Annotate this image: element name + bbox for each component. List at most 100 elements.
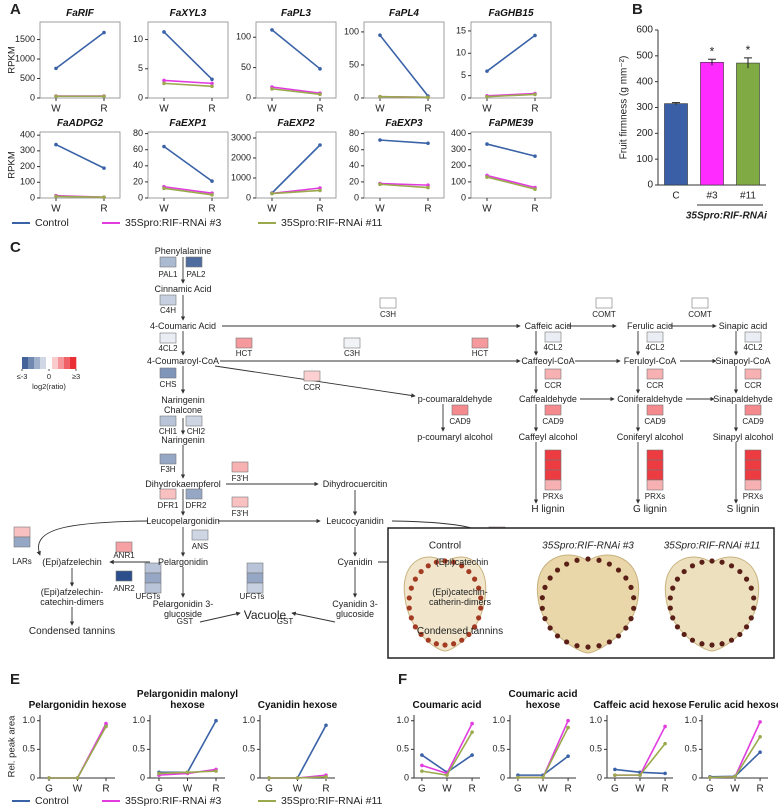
- enzyme-cell: [144, 582, 162, 594]
- y-tick-label: 300: [451, 144, 466, 154]
- y-tick-label: 0: [30, 92, 35, 102]
- enzyme-label: PAL2: [187, 270, 207, 279]
- enzyme-cell: [744, 404, 762, 416]
- data-point: [445, 773, 449, 777]
- data-point: [420, 769, 424, 773]
- data-point: [613, 773, 617, 777]
- achene: [751, 605, 757, 611]
- data-point: [54, 66, 58, 71]
- compound-label: Naringenin: [161, 435, 205, 445]
- compound-label: Condensed tannins: [28, 626, 116, 637]
- series-line: [163, 82, 213, 88]
- data-point: [54, 194, 58, 199]
- compound-label: Feruloyl-CoA: [623, 356, 677, 366]
- data-point: [533, 154, 537, 158]
- panel-label: A: [10, 1, 21, 18]
- achene: [574, 557, 580, 563]
- x-tick-label: W: [51, 204, 61, 215]
- enzyme-cell: [115, 570, 133, 582]
- data-point: [378, 94, 382, 99]
- enzyme-cell: [144, 572, 162, 584]
- compound-label: (Epi)catechin-catherin-dimers: [428, 587, 492, 607]
- enzyme-cell: [191, 529, 209, 541]
- data-point: [318, 143, 322, 147]
- enzyme-label: DFR2: [186, 501, 207, 510]
- achene: [459, 637, 465, 643]
- compartment-label: Vacuole: [243, 608, 287, 622]
- data-point: [318, 188, 322, 193]
- x-tick-label: R: [208, 104, 215, 115]
- achene: [606, 639, 612, 645]
- plot-frame: [255, 21, 337, 99]
- data-point: [426, 141, 430, 146]
- enzyme-label: CCR: [544, 381, 562, 390]
- data-point: [485, 175, 489, 179]
- colorbar-cell: [58, 357, 65, 369]
- enzyme-cell: [159, 256, 177, 268]
- achene: [459, 563, 465, 569]
- data-point: [541, 775, 545, 780]
- series-line: [49, 723, 107, 779]
- achene: [631, 605, 637, 611]
- data-point: [470, 721, 474, 726]
- enzyme-cell: [471, 337, 489, 349]
- achene: [743, 624, 750, 630]
- achene: [709, 558, 715, 564]
- achene: [547, 575, 553, 581]
- data-point: [566, 718, 570, 723]
- achene: [564, 639, 570, 645]
- pathway-arrow: [199, 611, 241, 623]
- y-tick-label: 0: [597, 772, 602, 782]
- data-point: [214, 769, 218, 773]
- y-tick-label: 2000: [231, 152, 251, 162]
- compound-label: Sinapyl alcohol: [712, 432, 774, 442]
- compound-label: Caffeoyl-CoA: [521, 356, 575, 366]
- y-tick-label: 0: [30, 192, 35, 202]
- achene: [743, 576, 750, 582]
- series-line: [163, 79, 213, 85]
- chart-title: Coumaric acid hexose: [508, 689, 578, 711]
- y-tick-label: 1.0: [22, 715, 35, 725]
- chart-title: FaEXP1: [169, 118, 207, 129]
- compound-label: Sinapaldehyde: [713, 394, 773, 404]
- y-tick-label: 5: [138, 63, 143, 73]
- x-tick-label: R: [661, 784, 668, 795]
- y-axis-label: Fruit firmness (g mm⁻²): [619, 56, 630, 160]
- enzyme-label: C3H: [380, 310, 396, 319]
- y-tick-label: 40: [133, 160, 143, 170]
- chart-title: Cyanidin hexose: [257, 700, 338, 711]
- enzyme-cell: [544, 368, 562, 380]
- data-point: [75, 776, 80, 780]
- chart-title: FaPL3: [280, 8, 311, 19]
- x-tick-label: C: [672, 191, 679, 202]
- achene: [564, 561, 570, 567]
- enzyme-cell: [744, 331, 762, 343]
- data-point: [420, 763, 424, 768]
- y-tick-label: 400: [636, 76, 653, 87]
- y-tick-label: 50: [241, 62, 251, 72]
- x-tick-label: W: [73, 784, 83, 795]
- x-tick-label: G: [45, 784, 53, 795]
- enzyme-cell: [544, 469, 562, 481]
- y-tick-label: 0: [354, 192, 359, 202]
- y-tick-label: 1.0: [589, 715, 602, 725]
- data-point: [162, 186, 166, 191]
- x-tick-label: R: [531, 104, 538, 115]
- compound-label: 4-Coumaric Acid: [149, 321, 217, 331]
- enzyme-label: PRXs: [543, 492, 563, 501]
- enzyme-cell: [231, 496, 249, 508]
- x-tick-label: R: [531, 204, 538, 215]
- error-bar: [744, 57, 752, 69]
- achene: [408, 615, 414, 621]
- chart-title: Ferulic acid hexose: [688, 700, 778, 711]
- photo-label: 35Spro:RIF-RNAi #11: [664, 541, 761, 552]
- achene: [539, 595, 545, 601]
- enzyme-cell: [646, 368, 664, 380]
- compound-label: Ferulic acid: [626, 321, 673, 331]
- significance-mark: *: [710, 44, 715, 58]
- data-point: [758, 734, 762, 739]
- achene: [728, 563, 735, 569]
- enzyme-label: CHI2: [187, 427, 206, 436]
- photo-label: Control: [429, 541, 461, 552]
- enzyme-cell: [744, 459, 762, 471]
